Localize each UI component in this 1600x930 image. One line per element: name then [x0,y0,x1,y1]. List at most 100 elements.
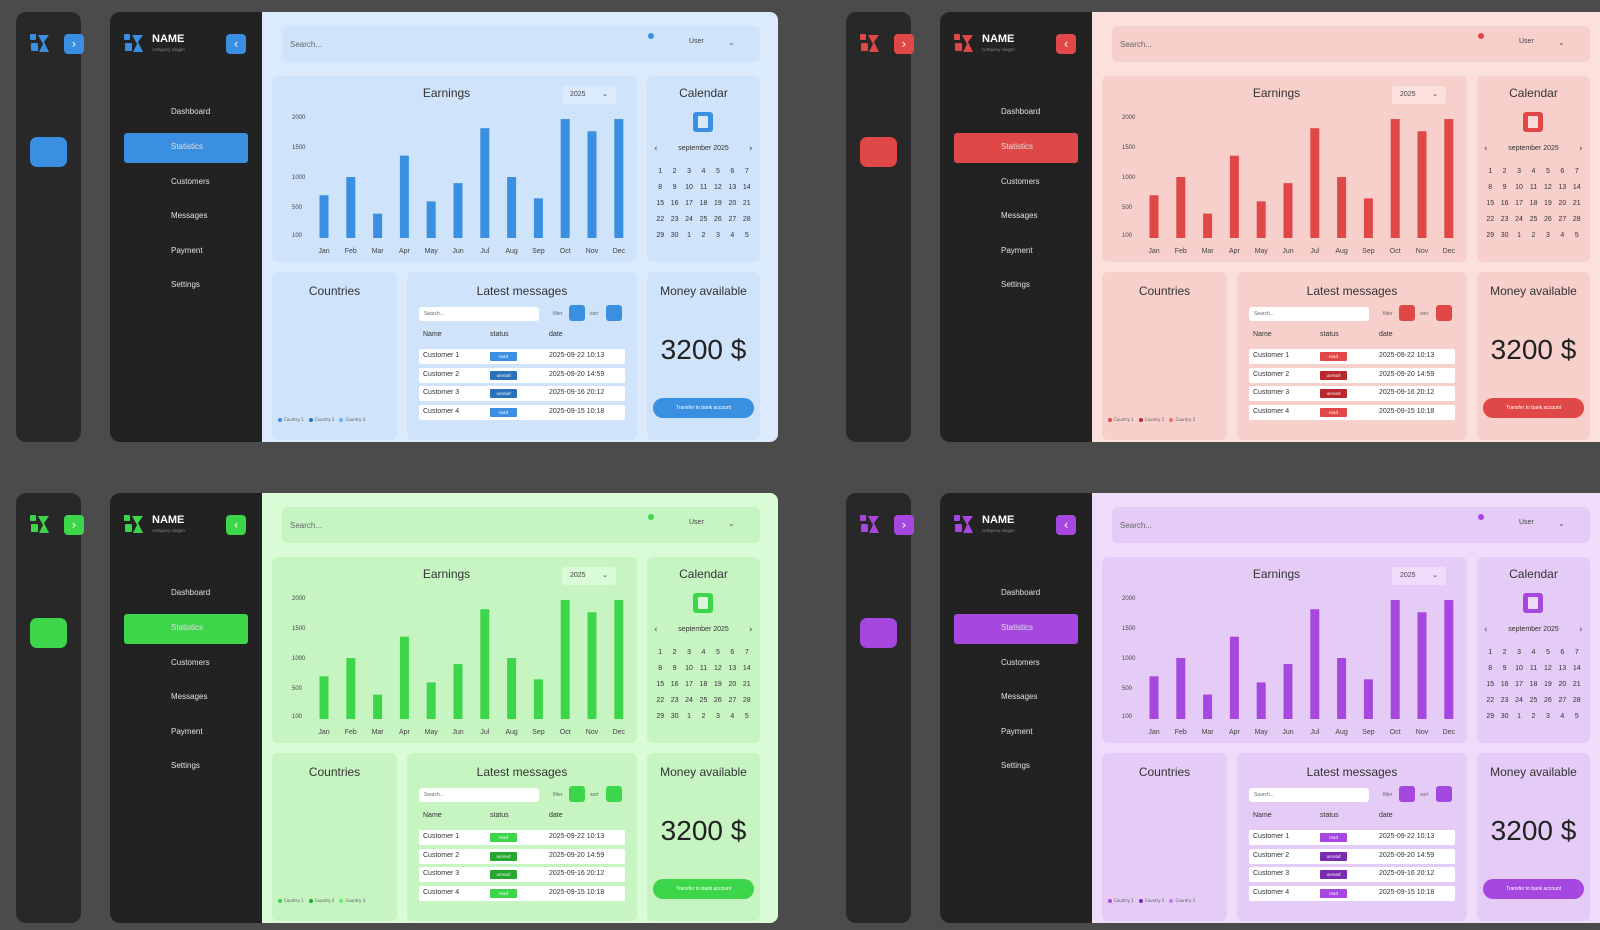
sidebar-item-payment[interactable]: Payment [954,718,1078,748]
sidebar-item-dashboard[interactable]: Dashboard [124,579,248,609]
bar-sep[interactable] [533,679,543,719]
calendar-day[interactable]: 23 [1500,216,1509,223]
calendar-day[interactable]: 3 [1517,649,1522,656]
calendar-day[interactable]: 13 [1558,665,1567,672]
message-row[interactable]: Customer 2 unread 2025-09-20 14:59 [1249,367,1455,383]
bar-dec[interactable] [1444,119,1454,238]
rail-item-payment[interactable] [860,722,897,752]
previous-month-icon[interactable]: ‹ [654,144,658,154]
calendar-day[interactable]: 20 [1558,681,1567,688]
calendar-day[interactable]: 8 [658,184,663,191]
bar-feb[interactable] [1176,658,1186,719]
bar-aug[interactable] [507,177,517,238]
bar-feb[interactable] [1176,177,1186,238]
calendar-day[interactable]: 2 [701,232,706,239]
bar-jun[interactable] [1283,183,1293,238]
calendar-day[interactable]: 23 [670,216,679,223]
calendar-day[interactable]: 2 [1531,232,1536,239]
message-row[interactable]: Customer 1 read 2025-09-22 10:13 [419,830,625,845]
bar-jan[interactable] [1149,676,1159,719]
sidebar-item-customers[interactable]: Customers [954,649,1078,679]
filter-button[interactable] [569,305,585,321]
calendar-day[interactable]: 14 [1572,665,1581,672]
calendar-day[interactable]: 17 [1515,200,1523,207]
bar-jul[interactable] [480,609,490,719]
sidebar-item-statistics[interactable]: Statistics [124,133,248,163]
calendar-day[interactable]: 11 [699,184,708,191]
expand-sidebar-button[interactable]: › [894,34,914,54]
user-name[interactable]: User [689,38,704,45]
sidebar-item-payment[interactable]: Payment [954,237,1078,267]
calendar-day[interactable]: 6 [730,649,735,656]
rail-item-settings[interactable] [860,275,897,305]
search-input[interactable] [1120,515,1420,535]
next-month-icon[interactable]: › [1579,144,1583,154]
calendar-day[interactable]: 5 [1545,168,1550,175]
calendar-day[interactable]: 13 [728,184,737,191]
calendar-day[interactable]: 6 [1560,168,1565,175]
calendar-day[interactable]: 4 [730,232,735,239]
bar-sep[interactable] [1363,679,1373,719]
transfer-to-bank-button[interactable]: Transfer to bank account [653,398,754,418]
calendar-day[interactable]: 14 [742,665,751,672]
calendar-day[interactable]: 20 [728,681,737,688]
previous-month-icon[interactable]: ‹ [1484,625,1488,635]
bar-nov[interactable] [1417,612,1427,719]
calendar-day[interactable]: 16 [1500,681,1509,688]
bar-feb[interactable] [346,177,356,238]
bar-mar[interactable] [1203,694,1213,719]
bar-apr[interactable] [1229,155,1239,238]
calendar-day[interactable]: 23 [1500,697,1509,704]
calendar-day[interactable]: 4 [701,168,706,175]
sidebar-item-settings[interactable]: Settings [954,271,1078,301]
calendar-day[interactable]: 11 [699,665,708,672]
calendar-day[interactable]: 29 [656,232,665,239]
calendar-day[interactable]: 4 [1560,713,1565,720]
bar-dec[interactable] [1444,600,1454,719]
calendar-day[interactable]: 28 [1572,697,1581,704]
rail-item-settings[interactable] [860,756,897,786]
calendar-day[interactable]: 4 [701,649,706,656]
calendar-day[interactable]: 12 [714,665,722,672]
sidebar-item-customers[interactable]: Customers [954,168,1078,198]
calendar-day[interactable]: 29 [1486,232,1495,239]
calendar-day[interactable]: 19 [714,200,722,207]
calendar-day[interactable]: 26 [1544,216,1552,223]
calendar-day[interactable]: 9 [672,184,677,191]
calendar-day[interactable]: 4 [1560,232,1565,239]
bar-jan[interactable] [1149,195,1159,238]
calendar-day[interactable]: 13 [1558,184,1567,191]
year-select[interactable]: 2025 ⌄ [1392,567,1446,585]
calendar-day[interactable]: 8 [1488,665,1493,672]
calendar-day[interactable]: 22 [656,697,665,704]
calendar-day[interactable]: 16 [1500,200,1509,207]
calendar-day[interactable]: 17 [685,681,693,688]
calendar-day[interactable]: 5 [744,232,749,239]
message-row[interactable]: Customer 1 read 2025-09-22 10:13 [419,349,625,364]
calendar-day[interactable]: 17 [685,200,693,207]
bar-oct[interactable] [560,600,570,719]
bar-nov[interactable] [587,612,597,719]
bar-jan[interactable] [319,676,329,719]
expand-sidebar-button[interactable]: › [64,34,84,54]
chevron-down-icon[interactable]: ⌄ [1558,38,1565,47]
calendar-day[interactable]: 26 [1544,697,1552,704]
calendar-day[interactable]: 9 [1502,665,1507,672]
message-row[interactable]: Customer 1 read 2025-09-22 10:13 [1249,830,1455,845]
bar-jun[interactable] [1283,664,1293,719]
calendar-day[interactable]: 12 [1544,665,1552,672]
calendar-day[interactable]: 20 [1558,200,1567,207]
transfer-to-bank-button[interactable]: Transfer to bank account [653,879,754,899]
calendar-day[interactable]: 4 [730,713,735,720]
sidebar-item-messages[interactable]: Messages [954,683,1078,713]
messages-search-input[interactable]: Search... [419,788,539,802]
collapse-sidebar-button[interactable]: ‹ [1056,515,1076,535]
calendar-day[interactable]: 15 [1486,200,1495,207]
rail-item-dashboard[interactable] [860,583,897,613]
calendar-day[interactable]: 11 [1529,665,1538,672]
collapse-sidebar-button[interactable]: ‹ [226,515,246,535]
sidebar-item-statistics[interactable]: Statistics [124,614,248,644]
sidebar-item-dashboard[interactable]: Dashboard [124,98,248,128]
rail-item-messages[interactable] [860,206,897,236]
next-month-icon[interactable]: › [1579,625,1583,635]
